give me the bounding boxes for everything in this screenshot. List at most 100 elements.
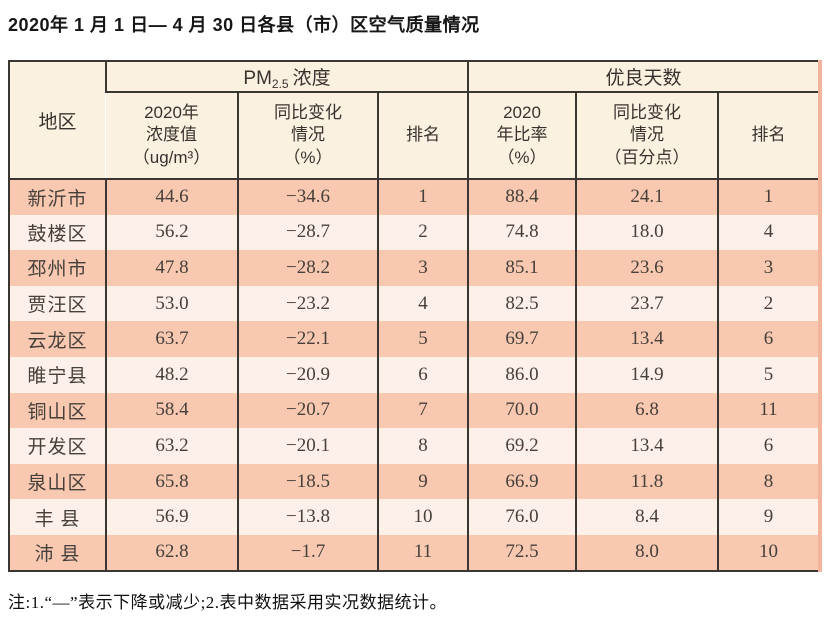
cell-pm-value: 65.8 <box>105 463 238 500</box>
table-row: 睢宁县 48.2 −20.9 6 86.0 14.9 5 <box>9 356 821 393</box>
cell-days-rank: 9 <box>716 499 821 535</box>
cell-days-rate: 82.5 <box>467 285 576 322</box>
air-quality-table-wrap: 地区 PM2.5 浓度 优良天数 2020年 浓度值 （ug/m³） 同比变化 情… <box>8 60 823 572</box>
cell-pm-change: −18.5 <box>237 463 378 500</box>
table-row: 丰 县 56.9 −13.8 10 76.0 8.4 9 <box>9 499 821 535</box>
cell-pm-rank: 3 <box>377 250 468 286</box>
header-group-row: 地区 PM2.5 浓度 优良天数 <box>9 61 821 180</box>
table-row: 沛 县 62.8 −1.7 11 72.5 8.0 10 <box>9 534 821 571</box>
page-title: 2020年 1 月 1 日— 4 月 30 日各县（市）区空气质量情况 <box>8 15 480 35</box>
cell-pm-value: 62.8 <box>105 534 238 571</box>
cell-days-change: 8.4 <box>575 499 718 535</box>
cell-pm-value: 56.2 <box>105 214 238 251</box>
cell-pm-rank: 4 <box>377 285 468 322</box>
cell-pm-change: −28.2 <box>237 250 378 286</box>
cell-region: 邳州市 <box>9 250 106 286</box>
cell-days-rate: 72.5 <box>467 534 576 571</box>
table-header: 地区 PM2.5 浓度 优良天数 2020年 浓度值 （ug/m³） 同比变化 情… <box>9 61 821 180</box>
cell-pm-change: −22.1 <box>237 321 378 357</box>
cell-pm-value: 48.2 <box>105 356 238 393</box>
cell-days-rate: 70.0 <box>467 392 576 429</box>
header-days-rate: 2020 年比率 （%） <box>467 92 576 180</box>
cell-days-rank: 3 <box>716 250 821 286</box>
cell-days-rate: 76.0 <box>467 499 576 535</box>
cell-region: 泉山区 <box>9 463 106 500</box>
air-quality-table: 地区 PM2.5 浓度 优良天数 2020年 浓度值 （ug/m³） 同比变化 情… <box>8 60 823 572</box>
table-row: 新沂市 44.6 −34.6 1 88.4 24.1 1 <box>9 179 821 215</box>
pm25-subscript: 2.5 <box>271 76 289 91</box>
cell-region: 新沂市 <box>9 179 106 215</box>
cell-pm-value: 58.4 <box>105 392 238 429</box>
cell-days-change: 23.7 <box>575 285 718 322</box>
cell-pm-change: −28.7 <box>237 214 378 251</box>
cell-days-rank: 8 <box>716 463 821 500</box>
cell-days-rank: 2 <box>716 285 821 322</box>
cell-pm-change: −20.9 <box>237 356 378 393</box>
cell-pm-value: 53.0 <box>105 285 238 322</box>
cell-days-rank: 4 <box>716 214 821 251</box>
cell-pm-change: −20.1 <box>237 428 378 464</box>
cell-region: 丰 县 <box>9 499 106 535</box>
cell-region: 贾汪区 <box>9 285 106 322</box>
cell-pm-rank: 10 <box>377 499 468 535</box>
cell-days-rate: 85.1 <box>467 250 576 286</box>
cell-days-change: 18.0 <box>575 214 718 251</box>
cell-pm-rank: 7 <box>377 392 468 429</box>
cell-pm-value: 63.7 <box>105 321 238 357</box>
cell-days-change: 8.0 <box>575 534 718 571</box>
cell-days-change: 24.1 <box>575 179 718 215</box>
cell-pm-rank: 9 <box>377 463 468 500</box>
cell-pm-rank: 8 <box>377 428 468 464</box>
cell-pm-rank: 6 <box>377 356 468 393</box>
cell-region: 睢宁县 <box>9 356 106 393</box>
cell-pm-change: −13.8 <box>237 499 378 535</box>
cell-pm-rank: 1 <box>377 179 468 215</box>
cell-days-change: 13.4 <box>575 428 718 464</box>
cell-days-rank: 1 <box>716 179 821 215</box>
cell-pm-rank: 5 <box>377 321 468 357</box>
cell-days-rate: 69.7 <box>467 321 576 357</box>
table-row: 鼓楼区 56.2 −28.7 2 74.8 18.0 4 <box>9 214 821 251</box>
table-row: 云龙区 63.7 −22.1 5 69.7 13.4 6 <box>9 321 821 357</box>
cell-region: 沛 县 <box>9 534 106 571</box>
cell-days-rank: 11 <box>716 392 821 429</box>
cell-days-rate: 86.0 <box>467 356 576 393</box>
footnote: 注:1.“—”表示下降或减少;2.表中数据采用实况数据统计。 <box>8 593 448 612</box>
cell-pm-change: −23.2 <box>237 285 378 322</box>
cell-days-rank: 6 <box>716 321 821 357</box>
cell-days-rate: 66.9 <box>467 463 576 500</box>
header-group-pm25: PM2.5 浓度 <box>105 61 468 93</box>
cell-days-rate: 74.8 <box>467 214 576 251</box>
header-group-good-days: 优良天数 <box>466 61 821 93</box>
cell-pm-change: −1.7 <box>237 534 378 571</box>
table-row: 泉山区 65.8 −18.5 9 66.9 11.8 8 <box>9 463 821 500</box>
cell-region: 开发区 <box>9 428 106 464</box>
cell-days-rank: 5 <box>716 356 821 393</box>
cell-pm-change: −20.7 <box>237 392 378 429</box>
cell-days-change: 11.8 <box>575 463 718 500</box>
cell-region: 鼓楼区 <box>9 214 106 251</box>
header-days-change: 同比变化 情况 （百分点） <box>575 92 718 180</box>
cell-days-change: 14.9 <box>575 356 718 393</box>
cell-pm-rank: 11 <box>377 534 468 571</box>
header-sub-row: 2020年 浓度值 （ug/m³） 同比变化 情况 （%） 排名 2020 年比… <box>9 92 821 180</box>
table-row: 邳州市 47.8 −28.2 3 85.1 23.6 3 <box>9 250 821 286</box>
cell-days-change: 23.6 <box>575 250 718 286</box>
cell-region: 铜山区 <box>9 392 106 429</box>
cell-days-rank: 6 <box>716 428 821 464</box>
cell-pm-change: −34.6 <box>237 179 378 215</box>
table-row: 开发区 63.2 −20.1 8 69.2 13.4 6 <box>9 428 821 464</box>
header-pm-rank: 排名 <box>377 92 468 180</box>
cell-pm-value: 47.8 <box>105 250 238 286</box>
cell-days-rank: 10 <box>716 534 821 571</box>
table-row: 铜山区 58.4 −20.7 7 70.0 6.8 11 <box>9 392 821 429</box>
cell-days-change: 13.4 <box>575 321 718 357</box>
cell-pm-value: 44.6 <box>105 179 238 215</box>
pm25-suffix: 浓度 <box>292 67 331 89</box>
cell-days-rate: 88.4 <box>467 179 576 215</box>
cell-pm-rank: 2 <box>377 214 468 251</box>
table-row: 贾汪区 53.0 −23.2 4 82.5 23.7 2 <box>9 285 821 322</box>
cell-pm-value: 63.2 <box>105 428 238 464</box>
cell-pm-value: 56.9 <box>105 499 238 535</box>
pm25-prefix: PM <box>243 67 272 89</box>
